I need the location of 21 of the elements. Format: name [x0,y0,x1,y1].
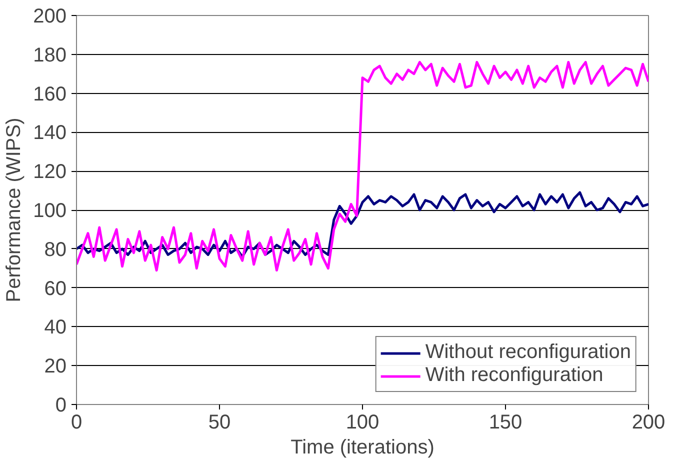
y-tick-label: 60 [44,278,67,300]
y-tick-label: 0 [55,394,66,416]
y-tick-label: 120 [33,161,67,184]
legend-label: With reconfiguration [425,364,604,387]
y-tick-label: 100 [33,200,67,222]
x-tick-label: 200 [632,412,666,434]
y-tick-label: 200 [33,6,67,28]
x-tick-label: 100 [346,412,380,434]
y-tick-label: 80 [44,238,67,261]
y-tick-label: 140 [33,122,67,144]
y-tick-label: 20 [44,356,67,378]
x-tick-label: 0 [70,412,82,434]
x-tick-label: 150 [488,412,522,434]
line-series [76,60,648,272]
y-tick-label: 160 [33,83,67,106]
y-tick-label: 40 [44,316,67,339]
x-tick-label: 50 [208,412,231,434]
x-axis-title: Time (iterations) [290,436,434,458]
y-axis-title: Performance (WIPS) [3,118,26,302]
y-tick-label: 180 [33,44,67,66]
legend-label: Without reconfiguration [425,341,631,364]
